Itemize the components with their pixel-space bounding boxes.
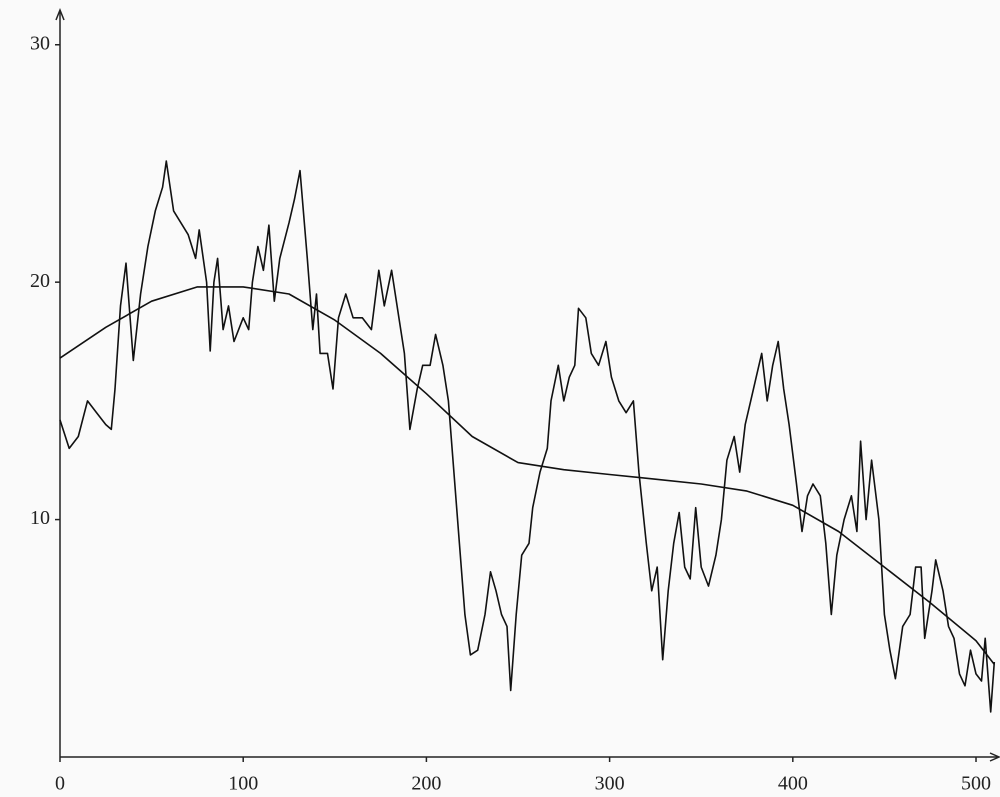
y-axis-arrow [55,7,65,21]
y-tick-label: 10 [30,507,50,529]
x-tick-label: 500 [961,773,991,795]
x-axis-arrow [989,752,1000,762]
x-tick-label: 100 [228,773,258,795]
y-tick-label: 30 [30,32,50,54]
x-tick-label: 0 [55,773,65,795]
x-tick-label: 400 [778,773,808,795]
line-series [59,160,996,713]
x-tick-label: 300 [595,773,625,795]
y-tick-label: 20 [30,270,50,292]
x-tick-label: 200 [411,773,441,795]
line-series [59,286,995,665]
